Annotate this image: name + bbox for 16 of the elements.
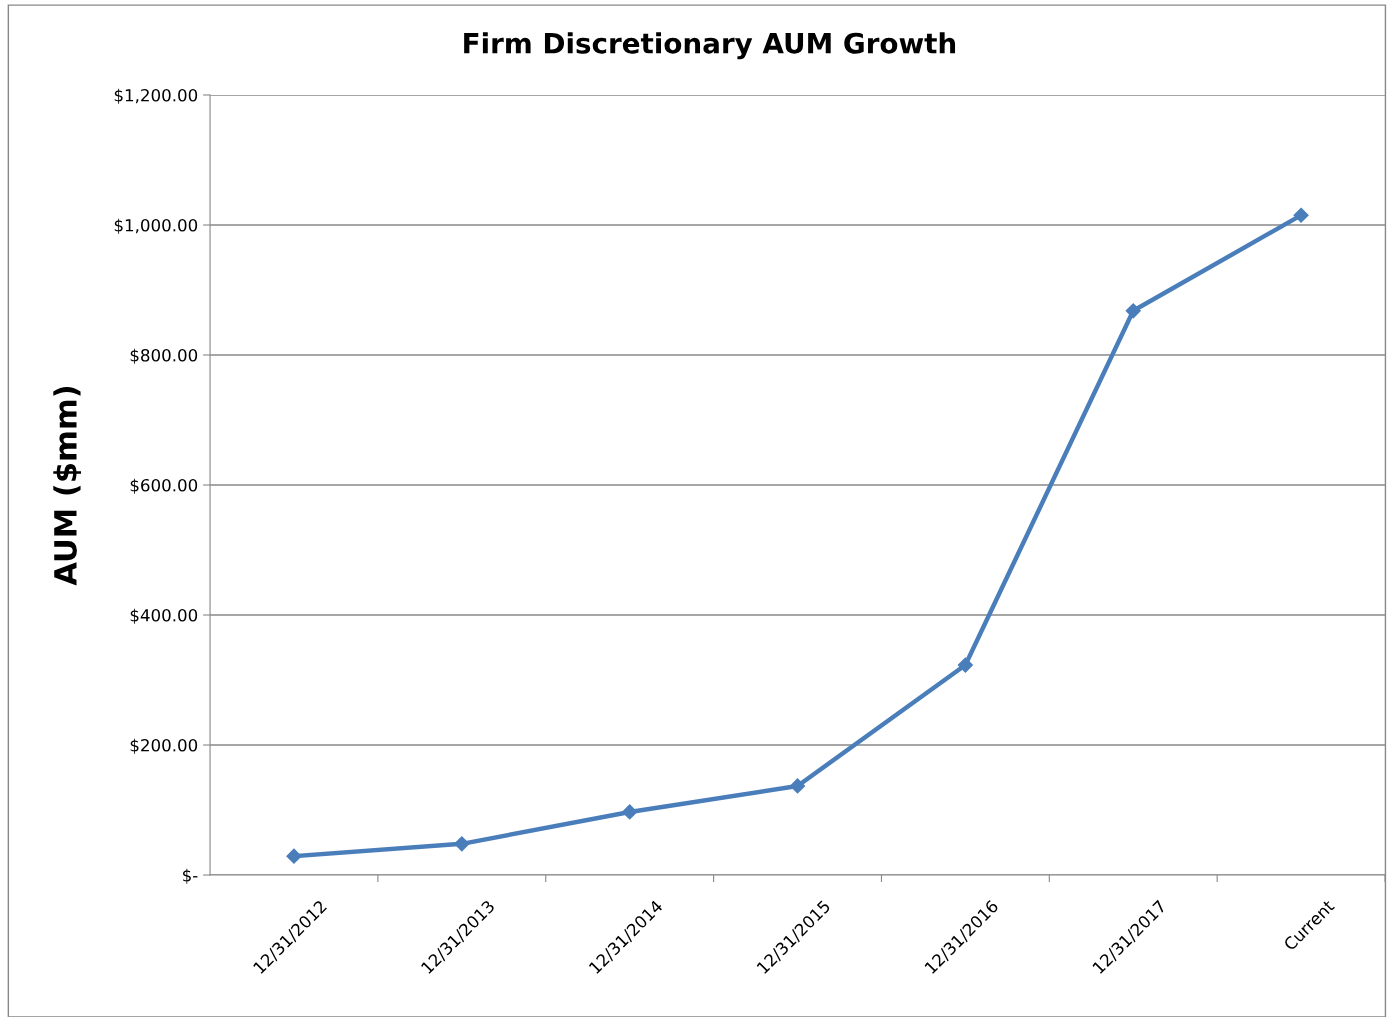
y-tick-label: $200.00 — [130, 738, 198, 754]
y-tick-label: $1,000.00 — [114, 218, 198, 234]
point — [789, 778, 806, 794]
point — [957, 657, 973, 673]
y-axis-title: AUM ($mm) — [53, 386, 81, 586]
point — [1293, 207, 1309, 223]
chart-title: Firm Discretionary AUM Growth — [464, 32, 956, 60]
y-tick-label: $- — [183, 868, 198, 884]
point — [286, 848, 302, 864]
point — [1125, 303, 1141, 319]
y-tick-label: $1,200.00 — [114, 88, 198, 104]
y-tick-label: $400.00 — [130, 608, 198, 624]
point — [454, 836, 470, 852]
y-tick-label: $800.00 — [130, 348, 198, 364]
point — [622, 804, 638, 820]
y-tick-label: $600.00 — [130, 478, 198, 494]
